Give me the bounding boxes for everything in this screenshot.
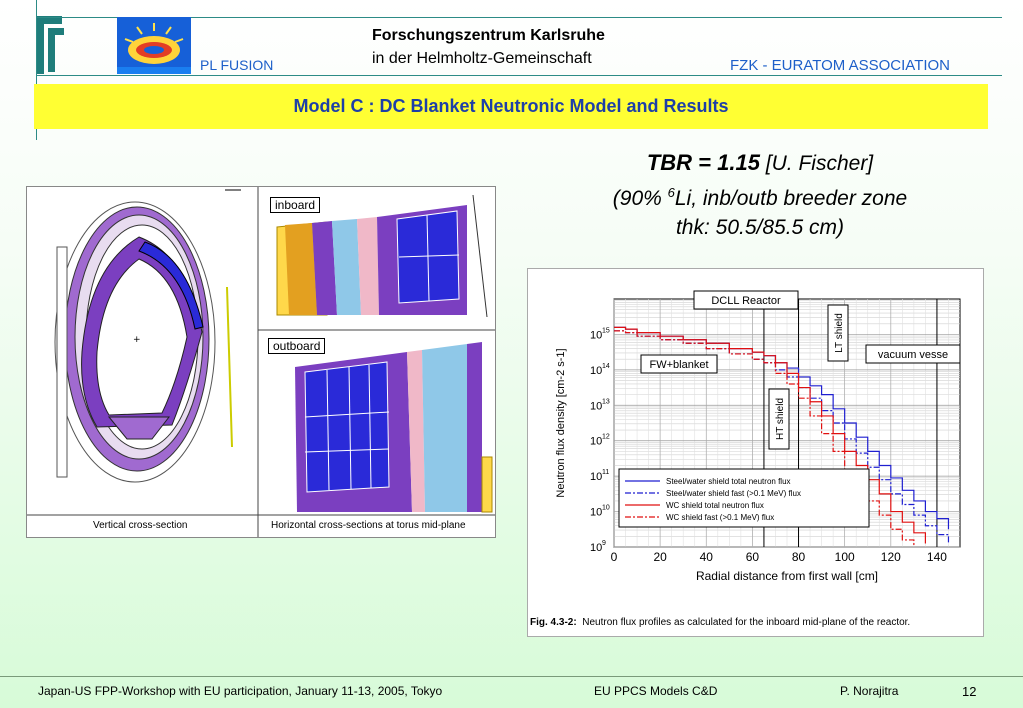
fzk-logo-bracket [36, 16, 62, 74]
chart-caption: Fig. 4.3-2: Neutron flux profiles as cal… [530, 617, 910, 628]
footer-topic: EU PPCS Models C&D [594, 684, 718, 698]
tbr-value: TBR = 1.15 [646, 150, 760, 175]
y-tick-label: 10 [590, 436, 602, 448]
title-banner: Model C : DC Blanket Neutronic Model and… [34, 84, 988, 129]
legend-label-3: WC shield total neutron flux [666, 501, 764, 510]
tbr-line2-prefix: (90% [612, 187, 668, 210]
x-tick-label: 40 [700, 550, 714, 564]
horizontal-section-caption: Horizontal cross-sections at torus mid-p… [271, 520, 466, 531]
y-tick-exponent: 10 [602, 505, 610, 512]
cross-section-figure: + inboard outboard Vertical cross-sectio… [26, 186, 496, 538]
tbr-block: TBR = 1.15 [U. Fischer] (90% 6Li, inb/ou… [520, 148, 1000, 242]
outboard-label: outboard [268, 338, 326, 354]
header-top-line [36, 17, 1002, 18]
x-tick-label: 80 [792, 550, 806, 564]
series-line-4 [614, 330, 915, 547]
vacuum-vessel-label-box [865, 344, 961, 364]
y-tick-label: 10 [590, 365, 602, 377]
x-tick-label: 140 [927, 550, 947, 564]
y-tick-exponent: 12 [602, 434, 610, 441]
x-tick-label: 60 [746, 550, 760, 564]
y-tick-label: 10 [590, 471, 602, 483]
chart-caption-text: Neutron flux profiles as calculated for … [582, 617, 911, 628]
ht-shield-label: HT shield [775, 398, 786, 440]
legend-label-2: Steel/water shield fast (>0.1 MeV) flux [666, 489, 801, 498]
lt-shield-label: LT shield [834, 313, 845, 353]
svg-text:+: + [133, 335, 141, 345]
chart-title: DCLL Reactor [711, 295, 781, 307]
tbr-line2-text: Li, inb/outb breeder zone [674, 187, 908, 210]
tbr-isotope-superscript: 6 [667, 185, 675, 200]
inboard-label: inboard [270, 197, 321, 213]
fw-blanket-label: FW+blanket [650, 359, 709, 371]
x-tick-label: 0 [611, 550, 618, 564]
x-tick-label: 20 [653, 550, 667, 564]
chart-title-box [693, 290, 799, 310]
legend-label-4: WC shield fast (>0.1 MeV) flux [666, 513, 774, 522]
tbr-line3: thk: 50.5/85.5 cm) [675, 216, 845, 239]
y-tick-exponent: 13 [602, 398, 610, 405]
x-tick-label: 100 [835, 550, 855, 564]
slide-title: Model C : DC Blanket Neutronic Model and… [293, 96, 729, 116]
chart-caption-label: Fig. 4.3-2: [530, 617, 577, 628]
lt-shield-label-box [827, 304, 849, 362]
x-axis-label: Radial distance from first wall [cm] [696, 569, 878, 583]
footer-event: Japan-US FPP-Workshop with EU participat… [38, 684, 443, 698]
association-label: FZK - EURATOM ASSOCIATION [730, 57, 951, 74]
vacuum-vessel-label: vacuum vesse [878, 349, 948, 361]
y-tick-exponent: 9 [602, 540, 606, 547]
header-bottom-line [36, 75, 1002, 76]
neutron-flux-chart: 10 9 10 10 10 11 10 12 10 13 10 14 10 15 0 20 40 60 80 100 1… [527, 268, 984, 637]
y-tick-exponent: 14 [602, 363, 610, 370]
legend-box [618, 468, 870, 528]
footer-author: P. Norajitra [840, 684, 899, 698]
y-tick-label: 10 [590, 329, 602, 341]
ht-shield-label-box [768, 388, 790, 450]
y-tick-exponent: 11 [602, 469, 609, 476]
tbr-reference: [U. Fischer] [765, 152, 874, 175]
institution-subtitle: in der Helmholtz-Gemeinschaft [372, 50, 592, 67]
cross-section-drawing: + [27, 187, 495, 537]
footer-line [0, 676, 1023, 677]
y-axis-label: Neutron flux density [cm-2 s-1] [555, 348, 567, 497]
pl-fusion-label: PL FUSION [200, 57, 274, 73]
header-left-line [36, 0, 37, 140]
legend-label-1: Steel/water shield total neutron flux [666, 477, 791, 486]
page-number: 12 [962, 684, 977, 699]
y-tick-label: 10 [590, 400, 602, 412]
pl-fusion-logo [117, 17, 191, 74]
y-tick-label: 10 [590, 542, 602, 554]
x-tick-label: 120 [881, 550, 901, 564]
fw-blanket-label-box [640, 354, 718, 374]
y-tick-exponent: 15 [602, 327, 610, 334]
fzk-logo-bracket-inner [48, 28, 64, 72]
institution-title: Forschungszentrum Karlsruhe [372, 27, 605, 44]
vertical-section-caption: Vertical cross-section [93, 520, 188, 531]
y-tick-label: 10 [590, 507, 602, 519]
